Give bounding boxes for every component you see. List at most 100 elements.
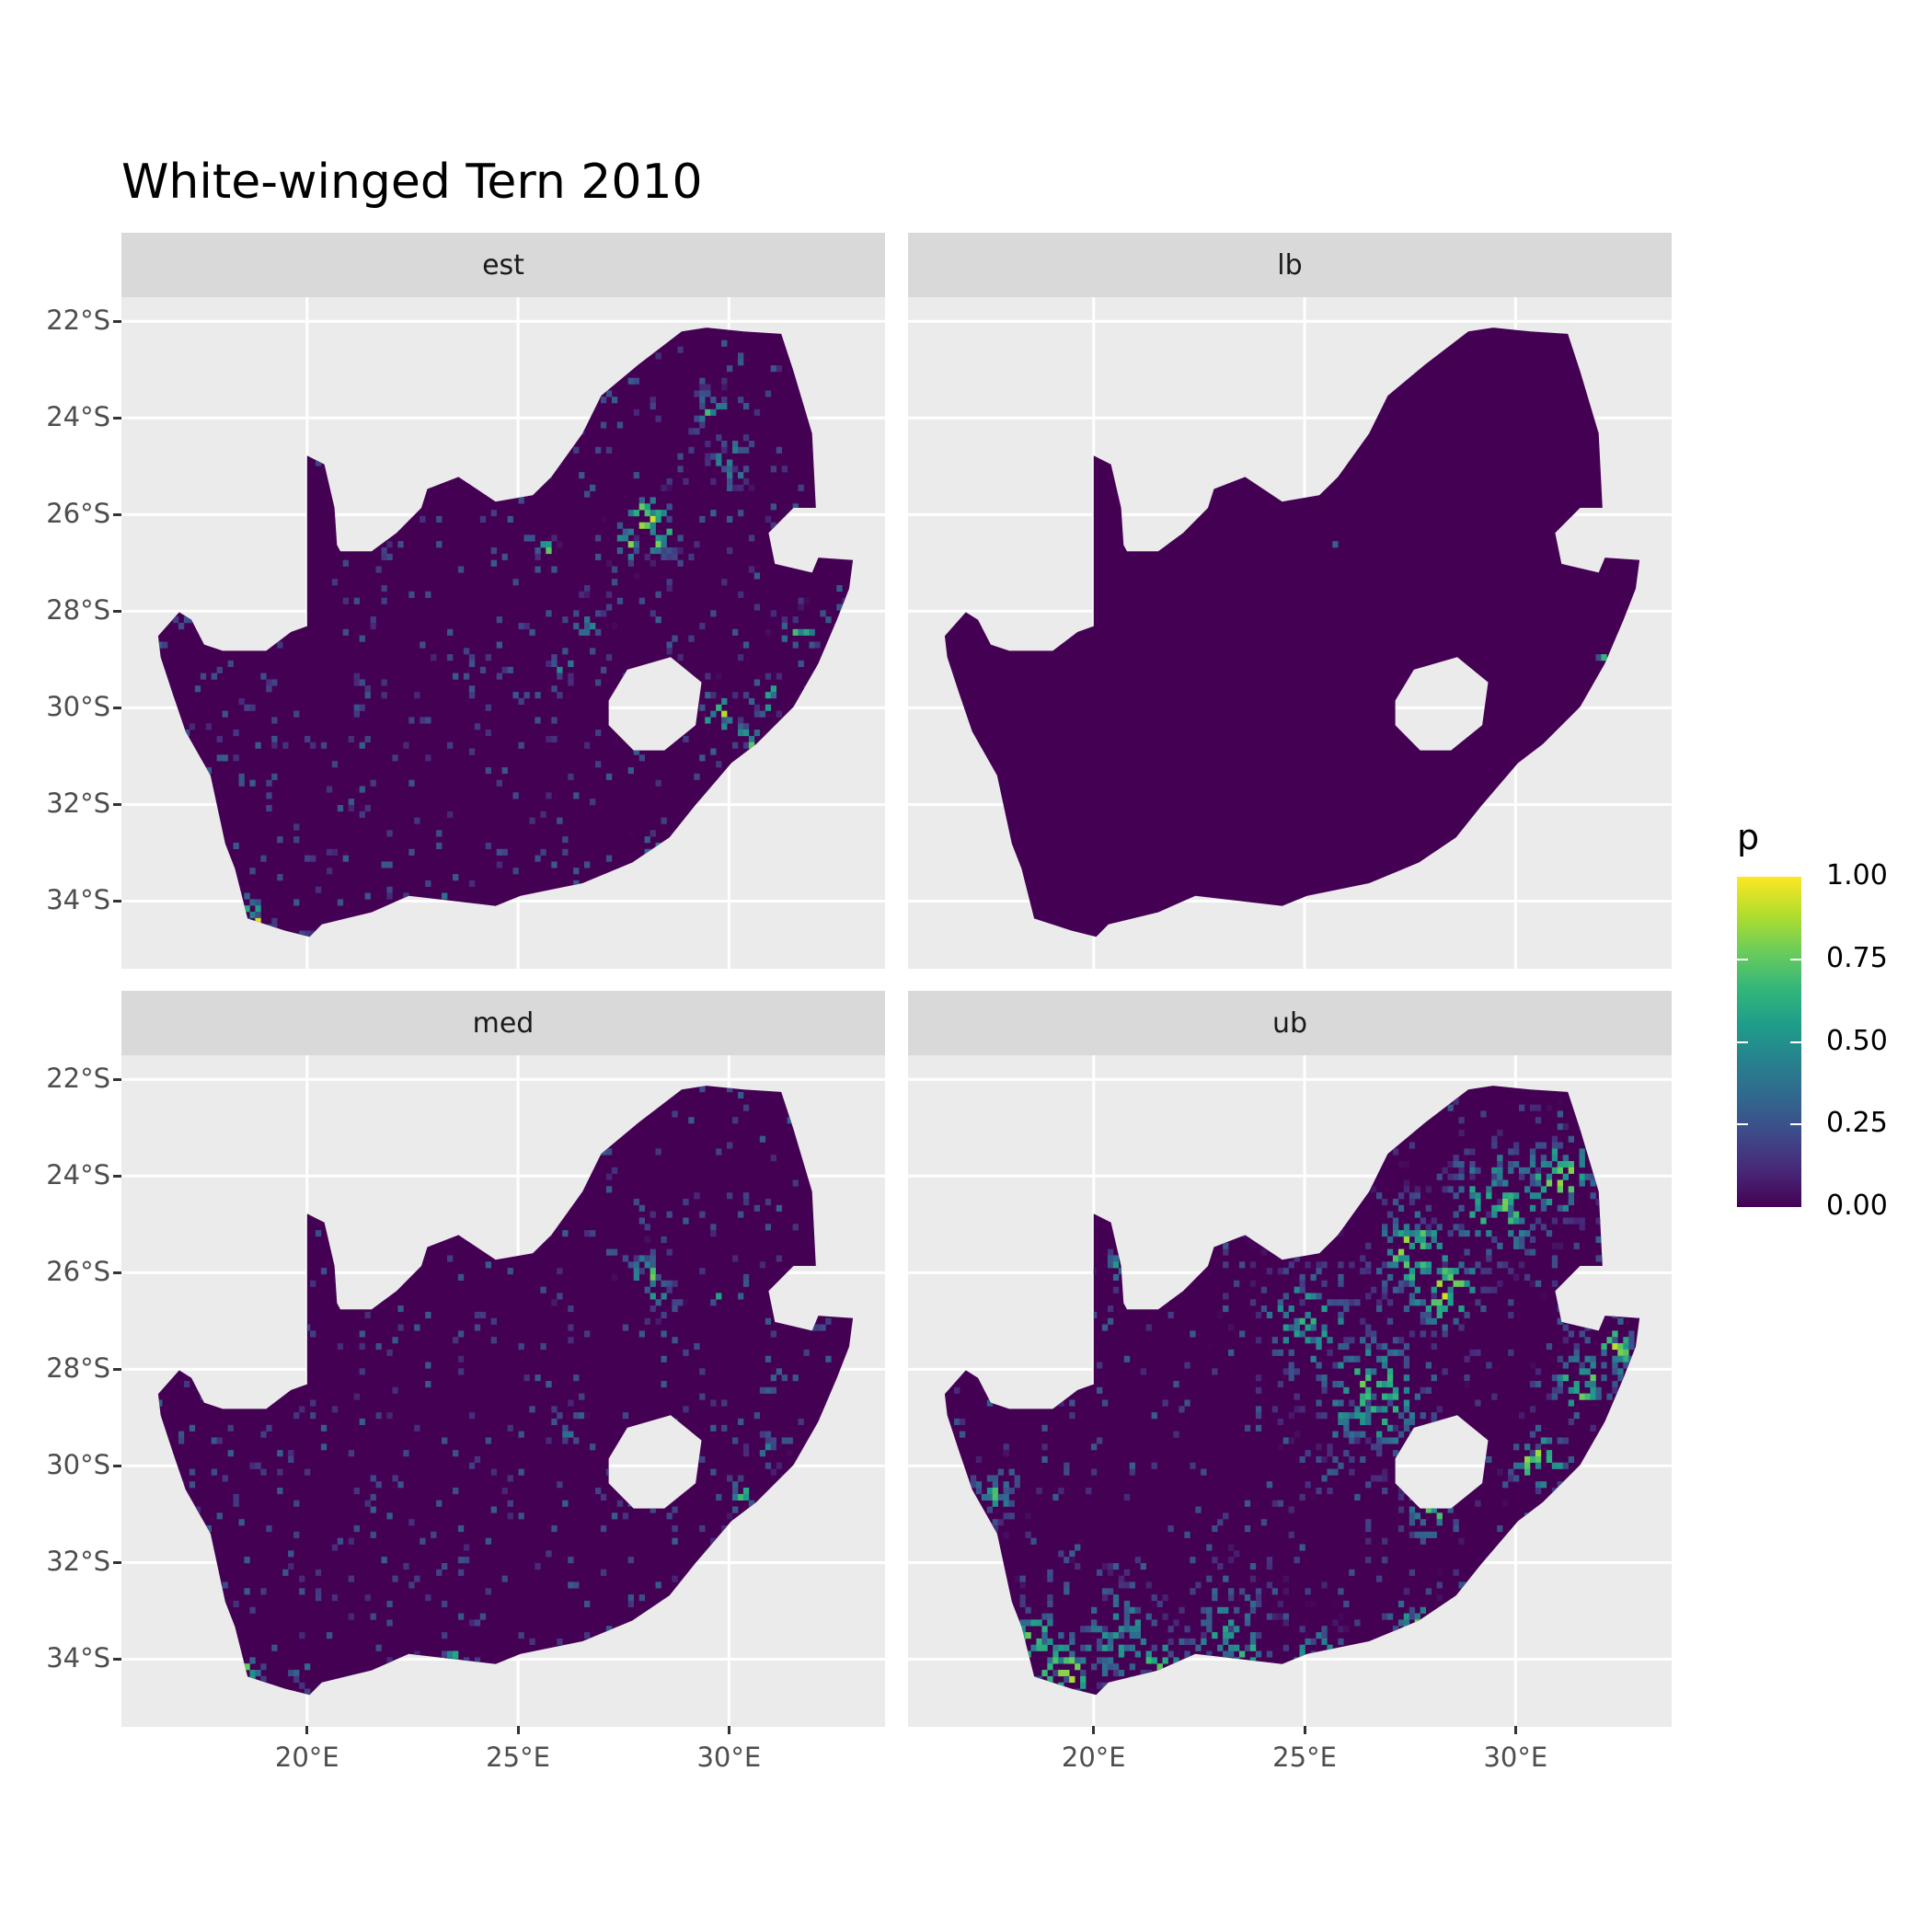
grid-cell xyxy=(699,623,706,630)
grid-cell xyxy=(1228,1650,1235,1658)
grid-cell xyxy=(738,1418,744,1425)
grid-cell xyxy=(1201,1606,1207,1614)
grid-cell xyxy=(650,559,656,567)
grid-cell xyxy=(721,710,728,718)
grid-cell xyxy=(600,515,607,523)
land-area xyxy=(157,328,854,937)
grid-cell xyxy=(1508,1161,1514,1168)
grid-cell xyxy=(1354,1437,1361,1444)
grid-cell xyxy=(1469,1148,1476,1156)
grid-cell xyxy=(1234,1626,1240,1633)
grid-cell xyxy=(1112,1670,1120,1677)
grid-cell xyxy=(1003,1500,1009,1507)
grid-cell xyxy=(1282,1337,1289,1344)
grid-cell xyxy=(1080,1626,1087,1633)
grid-cell xyxy=(1491,1142,1498,1149)
grid-cell xyxy=(1064,1644,1070,1651)
grid-cell xyxy=(293,1670,300,1677)
grid-cell xyxy=(1101,1663,1109,1671)
grid-cell xyxy=(233,842,239,849)
grid-cell xyxy=(1349,1399,1355,1407)
grid-cell xyxy=(732,466,739,473)
grid-cell xyxy=(992,1488,998,1495)
grid-cell xyxy=(1118,1626,1125,1633)
grid-cell xyxy=(650,397,656,404)
grid-cell xyxy=(975,1488,983,1495)
grid-cell xyxy=(792,503,799,511)
grid-cell xyxy=(1075,1563,1081,1570)
grid-cell xyxy=(1064,1588,1070,1595)
grid-cell xyxy=(1321,1455,1328,1463)
grid-cell xyxy=(1217,1644,1224,1651)
grid-cell xyxy=(518,742,524,749)
grid-cell xyxy=(705,453,711,460)
grid-cell xyxy=(992,1525,998,1533)
grid-cell xyxy=(1365,1525,1372,1533)
grid-cell xyxy=(1354,1368,1361,1375)
grid-cell xyxy=(1524,1455,1531,1463)
grid-cell xyxy=(633,1268,639,1275)
grid-cell xyxy=(1294,1368,1300,1375)
grid-cell xyxy=(1376,1268,1383,1275)
grid-cell xyxy=(1475,1399,1481,1407)
grid-cell xyxy=(260,673,267,680)
grid-cell xyxy=(310,1280,316,1287)
grid-cell xyxy=(326,786,333,793)
grid-cell xyxy=(255,905,261,913)
grid-cell xyxy=(661,541,667,548)
grid-cell xyxy=(1397,1488,1405,1495)
grid-cell xyxy=(1414,1211,1420,1218)
grid-cell xyxy=(721,384,728,391)
legend-tick-mark xyxy=(1737,1041,1748,1043)
grid-cell xyxy=(1327,1349,1333,1356)
grid-cell xyxy=(803,1349,810,1356)
grid-cell xyxy=(1266,1481,1273,1489)
grid-cell xyxy=(1557,1142,1563,1149)
grid-cell xyxy=(655,535,661,542)
grid-cell xyxy=(474,1324,481,1331)
grid-cell xyxy=(1497,1468,1503,1476)
grid-cell xyxy=(655,1273,661,1281)
grid-cell xyxy=(1392,1393,1399,1400)
grid-cell xyxy=(1595,1393,1602,1400)
grid-cell xyxy=(1305,1293,1311,1300)
grid-cell xyxy=(1107,1569,1114,1576)
grid-cell xyxy=(727,459,733,466)
grid-cell xyxy=(638,1594,645,1602)
grid-cell xyxy=(1590,1173,1596,1180)
grid-cell xyxy=(386,541,393,548)
grid-cell xyxy=(738,446,744,454)
grid-cell xyxy=(1497,1280,1503,1287)
grid-cell xyxy=(655,779,661,787)
grid-cell xyxy=(770,685,776,693)
grid-cell xyxy=(1282,1588,1289,1595)
grid-cell xyxy=(710,1424,717,1432)
grid-cell xyxy=(496,641,502,649)
grid-cell xyxy=(1271,1337,1278,1344)
grid-cell xyxy=(590,484,596,491)
grid-cell xyxy=(194,685,201,693)
grid-cell xyxy=(650,528,656,535)
grid-cell xyxy=(1475,1230,1481,1237)
grid-cell xyxy=(1519,1261,1525,1269)
grid-cell xyxy=(414,692,420,699)
grid-cell xyxy=(249,1462,256,1469)
grid-cell xyxy=(1080,1675,1087,1683)
grid-cell xyxy=(1606,1337,1613,1344)
grid-cell xyxy=(507,666,513,673)
grid-cell xyxy=(970,1475,977,1482)
grid-cell xyxy=(420,1537,426,1545)
grid-cell xyxy=(1008,1500,1015,1507)
grid-cell xyxy=(447,628,454,636)
grid-cell xyxy=(1497,1129,1503,1136)
grid-cell xyxy=(798,597,804,604)
grid-cell xyxy=(803,597,810,604)
grid-cell xyxy=(397,1481,404,1489)
grid-cell xyxy=(320,742,328,749)
grid-cell xyxy=(1551,1217,1558,1225)
grid-cell xyxy=(1107,1255,1114,1262)
grid-cell xyxy=(293,836,300,844)
grid-cell xyxy=(655,541,661,548)
grid-cell xyxy=(305,735,311,742)
grid-cell xyxy=(1425,1224,1432,1231)
